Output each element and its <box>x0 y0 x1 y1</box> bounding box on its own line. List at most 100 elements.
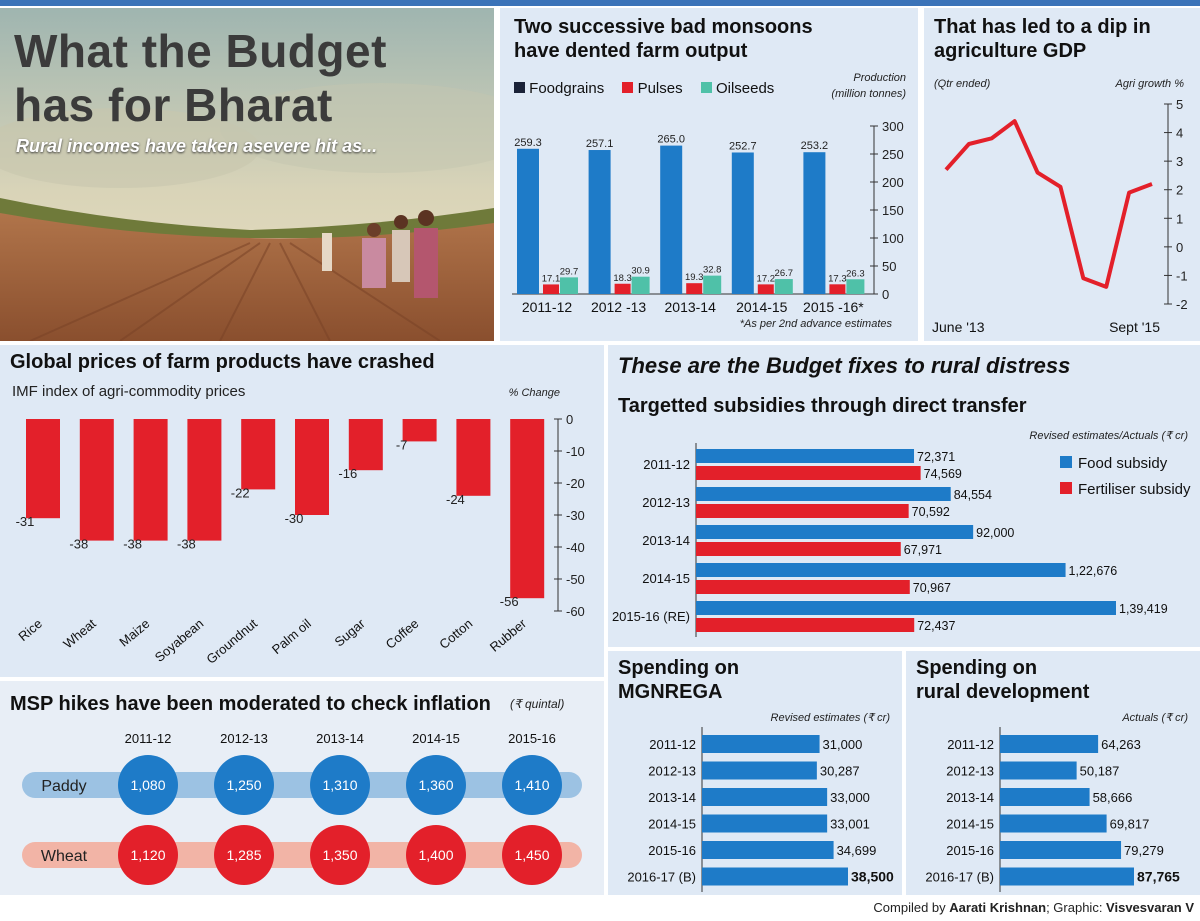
msp-value: 1,310 <box>322 777 357 793</box>
msp-circle <box>214 755 274 815</box>
farm-bar-label: 17.1 <box>542 273 561 284</box>
rural-dev-bar-label: 64,263 <box>1101 737 1141 752</box>
mgnrega-bar <box>702 788 828 806</box>
msp-year-label: 2011-12 <box>125 731 172 746</box>
farm-x-label: 2014-15 <box>736 299 788 315</box>
farm-bar-pulses <box>614 283 631 294</box>
mgnrega-bar-label: 31,000 <box>823 737 863 752</box>
legend-swatch-food <box>1060 456 1072 468</box>
farm-output-title-line1: Two successive bad monsoons <box>514 16 813 38</box>
mgnrega-bar <box>702 841 834 859</box>
mgnrega-y-label: 2015-16 <box>648 843 696 858</box>
msp-circle <box>310 825 370 885</box>
rural-dev-bar <box>1000 788 1090 806</box>
commodity-bar <box>79 419 114 541</box>
gdp-ytick-label: 2 <box>1176 183 1183 198</box>
commodity-bar <box>510 419 545 599</box>
mgnrega-y-label: 2012-13 <box>648 764 696 779</box>
gdp-x-end: Sept '15 <box>1109 319 1160 335</box>
farm-bar-label: 17.2 <box>757 273 776 284</box>
farm-ytick-label: 150 <box>882 203 904 218</box>
farm-x-label: 2012 -13 <box>591 299 646 315</box>
subsidies-bar-label: 72,437 <box>917 619 955 633</box>
farm-bar-label: 32.8 <box>703 265 722 276</box>
farm-bar-pulses <box>757 284 774 294</box>
hero-title-line1: What the Budget <box>14 25 387 77</box>
commodity-x-label: Groundnut <box>203 616 260 667</box>
commodity-ylabel: % Change <box>508 387 560 399</box>
commodity-ytick-label: -60 <box>566 604 585 619</box>
msp-unit: (₹ quintal) <box>510 697 565 711</box>
subsidies-bar-label: 92,000 <box>976 526 1014 540</box>
mgnrega-bar-label: 30,287 <box>820 764 860 779</box>
rural-dev-bar-label: 58,666 <box>1093 790 1133 805</box>
farm-bar-label: 26.3 <box>846 268 865 279</box>
msp-year-label: 2013-14 <box>316 731 364 746</box>
commodity-bar <box>241 419 276 490</box>
farm-bar-label: 253.2 <box>801 140 829 152</box>
commodity-bar <box>348 419 383 471</box>
farm-bar-label: 30.9 <box>631 266 650 277</box>
farmers-figures <box>322 210 438 298</box>
legend-foodgrains: Foodgrains <box>529 80 605 97</box>
subsidies-bar-label: 74,569 <box>924 467 962 481</box>
farm-bar-foodgrains <box>660 145 683 294</box>
mgnrega-y-label: 2016-17 (B) <box>627 870 696 885</box>
gdp-ytick-label: -2 <box>1176 297 1188 312</box>
farm-bar-oilseeds <box>631 276 650 294</box>
msp-value: 1,120 <box>130 847 165 863</box>
rural-dev-bar-label: 79,279 <box>1124 843 1164 858</box>
legend-swatch-fertiliser <box>1060 482 1072 494</box>
legend-item-fertiliser: Fertiliser subsidy <box>1060 477 1191 503</box>
rural-dev-title-line1: Spending on <box>916 657 1038 679</box>
commodity-bar <box>26 419 60 519</box>
msp-circle <box>118 825 178 885</box>
farm-bar-oilseeds <box>560 277 578 294</box>
farm-bar-pulses <box>543 284 559 294</box>
rural-dev-chart: 2011-12 64,263 2012-13 50,187 2013-14 58,666 2… <box>925 727 1180 892</box>
rural-dev-bar-label: 87,765 <box>1137 869 1180 885</box>
agri-gdp-title-line1: That has led to a dip in <box>934 16 1151 38</box>
hero-subtitle: Rural incomes have taken asevere hit as.… <box>16 136 378 156</box>
commodity-title: Global prices of farm products have cras… <box>10 351 435 373</box>
farm-bar-label: 18.3 <box>613 273 632 284</box>
farm-bar-foodgrains <box>517 148 539 294</box>
msp-value: 1,080 <box>130 777 165 793</box>
msp-panel: MSP hikes have been moderated to check i… <box>0 681 604 895</box>
gdp-ytick-label: 5 <box>1176 97 1183 112</box>
mgnrega-bar-label: 33,000 <box>830 790 870 805</box>
msp-circle <box>118 755 178 815</box>
subsidies-bar-label: 67,971 <box>904 543 942 557</box>
msp-circle <box>406 755 466 815</box>
rural-dev-y-label: 2014-15 <box>946 817 994 832</box>
commodity-subtitle: IMF index of agri-commodity prices <box>12 383 246 400</box>
legend-fertiliser-subsidy: Fertiliser subsidy <box>1078 481 1191 498</box>
commodity-bar-label: -30 <box>285 511 304 526</box>
subsidies-bar-label: 70,592 <box>912 505 950 519</box>
commodity-bar-label: -38 <box>69 537 88 552</box>
commodity-ytick-label: -50 <box>566 572 585 587</box>
commodity-bar <box>187 419 222 541</box>
subsidies-y-label: 2011-12 <box>643 457 690 472</box>
gdp-ytick-label: 3 <box>1176 154 1183 169</box>
gdp-ytick-label: -1 <box>1176 268 1188 283</box>
farm-bar-foodgrains <box>803 152 826 294</box>
rural-dev-bar <box>1000 814 1107 833</box>
farm-output-chart: 0 50 100 150 200 250 300 259.3 17.129.7 2011-12 25… <box>512 119 904 315</box>
subsidies-chart: 2011-12 72,371 74,569 2012-13 84,554 70,592 20… <box>612 443 1168 637</box>
commodity-panel: Global prices of farm products have cras… <box>0 345 604 677</box>
rural-dev-y-label: 2016-17 (B) <box>925 870 994 885</box>
footer-compiled-prefix: Compiled by <box>873 900 950 915</box>
farm-bar-oilseeds <box>774 279 793 294</box>
farm-bar-foodgrains <box>588 150 611 294</box>
farm-bar-pulses <box>686 283 703 294</box>
msp-circle <box>502 825 562 885</box>
farm-bar-pulses <box>829 284 846 294</box>
rural-dev-unit: Actuals (₹ cr) <box>1122 712 1188 724</box>
subsidies-y-label: 2014-15 <box>642 571 690 586</box>
rural-dev-y-label: 2015-16 <box>946 843 994 858</box>
rural-dev-bar <box>1000 761 1077 780</box>
farm-bar-label: 252.7 <box>729 140 757 152</box>
mgnrega-panel: Spending on MGNREGA Revised estimates (₹… <box>608 651 902 895</box>
rural-dev-bar-label: 69,817 <box>1110 817 1150 832</box>
